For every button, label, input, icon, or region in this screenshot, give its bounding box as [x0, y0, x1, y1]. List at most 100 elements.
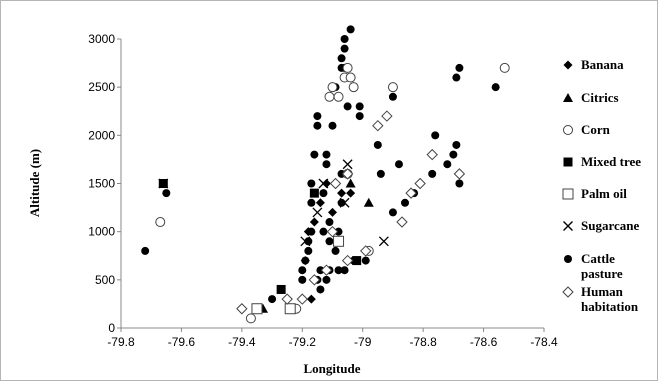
cattle-pasture-point — [388, 208, 397, 217]
cattle-pasture-point — [455, 63, 464, 72]
human-habitation-point — [329, 177, 342, 190]
cattle-pasture-point — [268, 295, 277, 304]
cattle-pasture-point — [355, 102, 364, 111]
cattle-pasture-point — [337, 198, 346, 207]
cattle-pasture-point — [298, 275, 307, 284]
human-habitation-point — [281, 293, 293, 305]
cattle-pasture-point — [373, 140, 382, 149]
x-tick-label: -78.8 — [409, 335, 437, 349]
human-habitation-point — [308, 274, 321, 286]
palm-oil-point — [251, 303, 263, 315]
cattle-pasture-point — [322, 275, 331, 284]
cattle-pasture-point — [443, 160, 452, 169]
cattle-pasture-point — [431, 131, 440, 140]
corn-point — [327, 82, 338, 93]
cattle-pasture-point — [334, 266, 343, 275]
legend-label-citrics: Citrics — [581, 90, 619, 105]
cattle-pasture-point — [316, 285, 325, 294]
cattle-pasture-point — [316, 266, 325, 275]
legend-marker-banana — [563, 60, 573, 70]
cattle-pasture-point — [346, 25, 355, 34]
legend-marker-corn — [563, 125, 573, 135]
cattle-pasture-point — [355, 112, 364, 121]
corn-point — [333, 91, 344, 102]
y-tick-label: 2000 — [88, 128, 115, 142]
legend-label-sugarcane: Sugarcane — [581, 218, 639, 233]
y-tick-label: 1000 — [88, 225, 115, 239]
cattle-pasture-point — [313, 112, 322, 121]
human-habitation-point — [296, 293, 308, 305]
cattle-pasture-point — [337, 54, 346, 63]
cattle-pasture-point — [394, 160, 403, 169]
cattle-pasture-point — [313, 121, 322, 130]
legend-label-palm-oil: Palm oil — [581, 186, 627, 201]
cattle-pasture-point — [322, 160, 331, 169]
corn-point — [387, 82, 398, 93]
legend-marker-human-habitation — [562, 286, 574, 298]
human-habitation-point — [360, 245, 372, 257]
cattle-pasture-point — [322, 150, 331, 159]
y-tick-label: 3000 — [88, 32, 115, 46]
x-axis-title: Longitude — [303, 361, 360, 376]
sugarcane-point — [342, 159, 353, 170]
banana-point — [303, 227, 313, 237]
x-tick-label: -78.4 — [530, 335, 558, 349]
sugarcane-point — [300, 236, 311, 247]
cattle-pasture-point — [298, 266, 307, 275]
legend-label-cattle-pasture: Cattle pasture — [581, 251, 623, 281]
cattle-pasture-point — [343, 102, 352, 111]
cattle-pasture-point — [452, 73, 461, 82]
banana-point — [300, 256, 310, 266]
y-axis-title: Altitude (m) — [27, 149, 42, 217]
cattle-pasture-point — [428, 169, 437, 178]
banana-point — [346, 188, 356, 198]
mixed-tree-point — [352, 256, 362, 266]
corn-point — [245, 313, 256, 324]
banana-point — [321, 179, 331, 188]
legend-label-mixed-tree: Mixed tree — [581, 154, 641, 169]
cattle-pasture-point — [325, 237, 334, 246]
corn-point — [499, 62, 510, 73]
human-habitation-point — [405, 187, 417, 199]
cattle-pasture-point — [310, 150, 319, 159]
palm-oil-point — [284, 303, 296, 315]
cattle-pasture-point — [376, 169, 385, 178]
sugarcane-point — [318, 178, 329, 189]
legend-label-banana: Banana — [581, 57, 624, 72]
cattle-pasture-point — [361, 256, 370, 265]
human-habitation-point — [341, 254, 354, 267]
legend-label-corn: Corn — [581, 122, 611, 137]
human-habitation-point — [396, 216, 408, 228]
y-tick-labels: 0 500 1000 1500 2000 2500 3000 — [88, 32, 121, 335]
legend-marker-cattle-pasture — [564, 255, 572, 263]
cattle-pasture-point — [319, 189, 328, 198]
human-habitation-point — [453, 168, 466, 180]
human-habitation-point — [341, 168, 354, 180]
human-habitation-point — [381, 110, 393, 122]
corn-point — [342, 62, 353, 73]
cattle-pasture-point — [325, 218, 334, 227]
x-tick-label: -79.4 — [228, 335, 256, 349]
cattle-pasture-point — [307, 198, 316, 207]
cattle-pasture-point — [491, 83, 500, 92]
cattle-pasture-point — [334, 227, 343, 236]
x-tick-labels: -79.8 -79.6 -79.4 -79.2 -79 -78.8 -78.6 -78.4 — [107, 328, 558, 349]
cattle-pasture-point — [162, 189, 171, 198]
banana-point — [328, 207, 337, 217]
cattle-pasture-point — [449, 150, 458, 159]
citrics-point — [345, 178, 356, 188]
legend-marker-palm-oil — [562, 188, 574, 200]
corn-point — [345, 72, 356, 83]
y-tick-label: 0 — [108, 321, 115, 335]
legend-label-human-habitation: Human habitation — [581, 284, 639, 314]
x-tick-label: -79.8 — [107, 335, 135, 349]
banana-point — [306, 294, 316, 304]
human-habitation-point — [426, 148, 438, 161]
y-tick-label: 500 — [95, 273, 115, 287]
sugarcane-point — [158, 178, 169, 189]
cattle-pasture-point — [319, 227, 328, 236]
x-tick-label: -79 — [354, 335, 372, 349]
cattle-pasture-point — [141, 246, 150, 255]
cattle-pasture-point — [388, 92, 397, 101]
